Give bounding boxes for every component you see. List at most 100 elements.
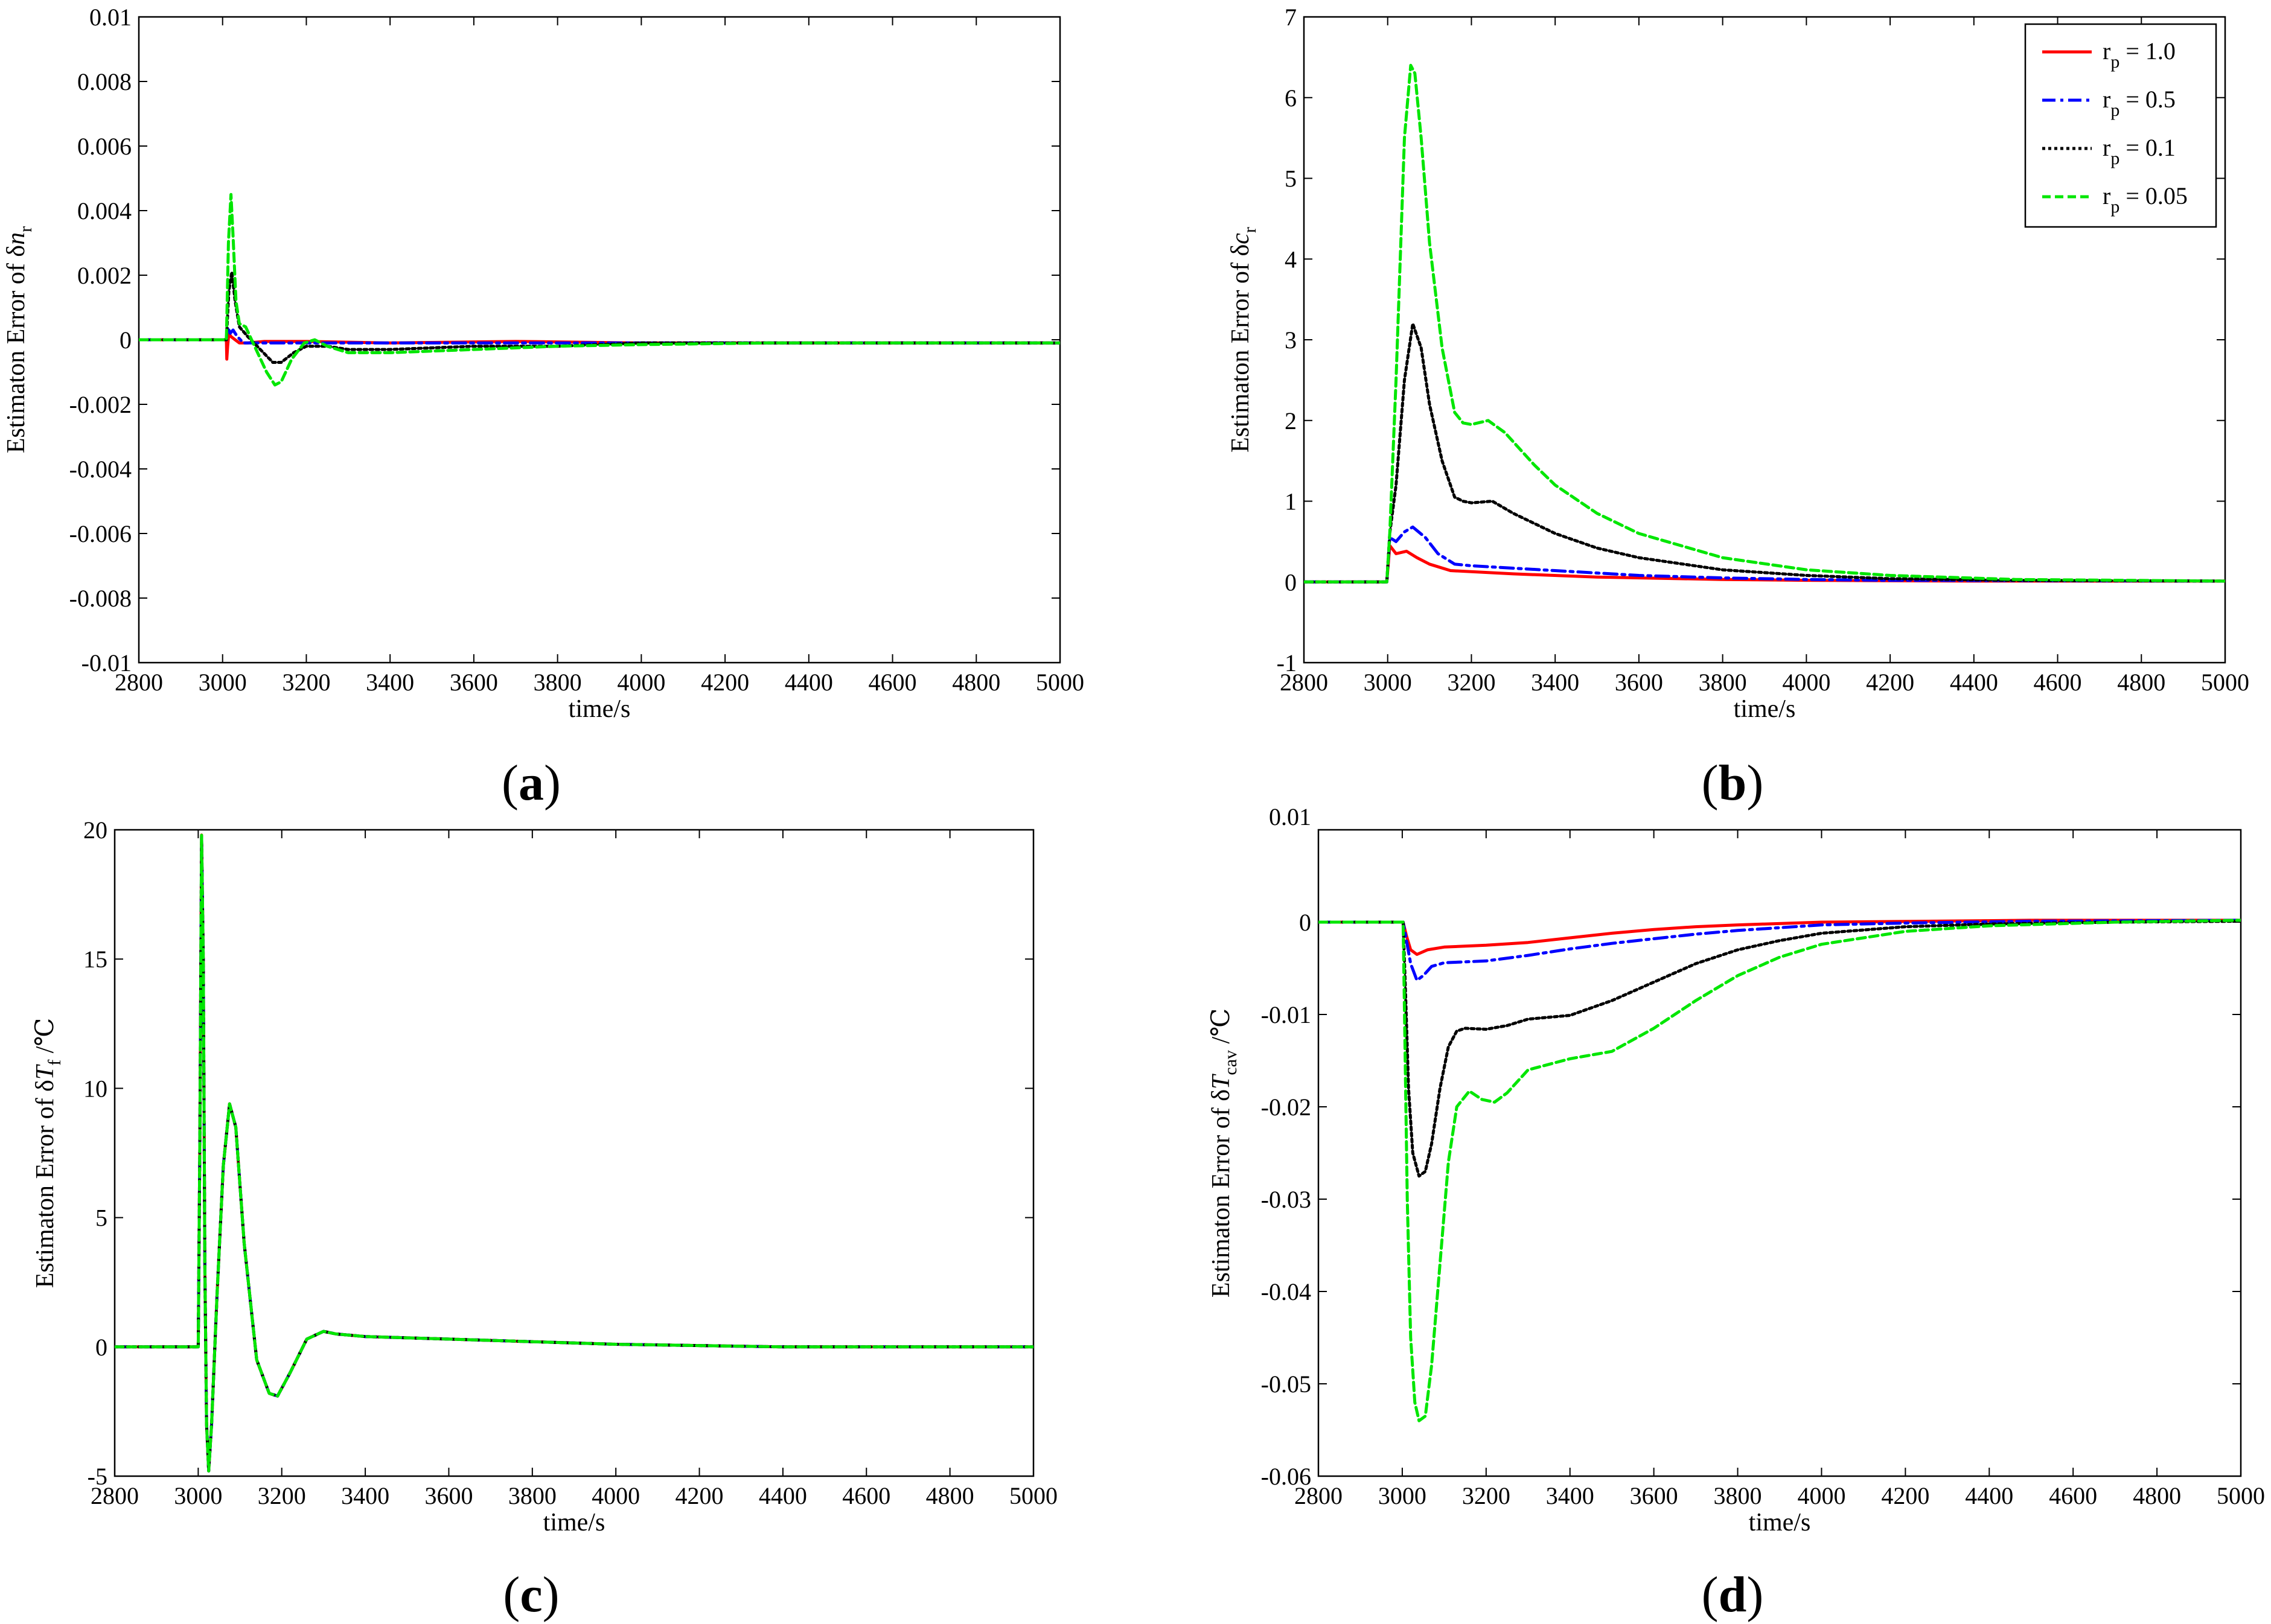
x-axis-label: time/s bbox=[1734, 695, 1796, 723]
series-line-r0-05 bbox=[115, 833, 1033, 1473]
y-label-symbol: n bbox=[2, 232, 30, 245]
series-line-r0-1 bbox=[1304, 322, 2225, 584]
series-group bbox=[139, 193, 1060, 387]
x-tick-label: 4200 bbox=[676, 1482, 724, 1509]
series-line-r0-05 bbox=[1318, 919, 2241, 1422]
y-tick-label: -0.06 bbox=[1261, 1463, 1311, 1490]
legend-label: rp = 1.0 bbox=[2103, 37, 2176, 72]
y-tick-label: 10 bbox=[83, 1075, 107, 1102]
legend-box bbox=[2024, 23, 2217, 228]
legend-label: rp = 0.5 bbox=[2103, 86, 2176, 120]
y-tick-label: 1 bbox=[1285, 488, 1297, 515]
x-tick-label: 3200 bbox=[1462, 1482, 1510, 1509]
legend-label-sub: p bbox=[2110, 197, 2119, 217]
legend-label-sub: p bbox=[2110, 52, 2119, 72]
x-tick-label: 4800 bbox=[2117, 669, 2165, 696]
series-line-r0-05 bbox=[139, 193, 1060, 387]
y-tick-label: 0 bbox=[1285, 568, 1297, 596]
y-axis-label: Estimaton Error of δnr bbox=[2, 226, 36, 453]
series-group bbox=[1318, 919, 2241, 1422]
legend-label-sub: p bbox=[2110, 148, 2119, 168]
y-label-subscript: r bbox=[16, 226, 36, 232]
x-tick-label: 3600 bbox=[424, 1482, 473, 1509]
plot-area-d bbox=[1317, 829, 2242, 1477]
x-tick-label: 2800 bbox=[91, 1482, 139, 1509]
y-tick-label: -0.01 bbox=[1261, 1001, 1311, 1028]
x-tick-label: 5000 bbox=[1009, 1482, 1058, 1509]
x-tick-label: 3600 bbox=[450, 669, 498, 696]
legend-label: rp = 0.05 bbox=[2103, 182, 2188, 217]
x-tick-label: 2800 bbox=[1280, 669, 1328, 696]
y-label-subscript: f bbox=[45, 1060, 65, 1066]
x-tick-label: 5000 bbox=[2201, 669, 2249, 696]
y-tick-label: 6 bbox=[1285, 84, 1297, 112]
x-axis-label: time/s bbox=[543, 1509, 605, 1536]
y-tick-label: 0 bbox=[95, 1334, 107, 1361]
y-label-unit: /℃ bbox=[31, 1018, 59, 1060]
y-label-symbol: c bbox=[1227, 233, 1254, 244]
x-tick-label: 4400 bbox=[785, 669, 833, 696]
x-axis-label: time/s bbox=[569, 695, 631, 723]
x-tick-label: 2800 bbox=[1294, 1482, 1343, 1509]
x-tick-label: 3400 bbox=[341, 1482, 389, 1509]
y-tick-label: 0.008 bbox=[77, 68, 132, 95]
caption-letter: b bbox=[1719, 755, 1747, 811]
caption-open: ( bbox=[502, 755, 519, 811]
x-tick-label: 5000 bbox=[2217, 1482, 2265, 1509]
x-tick-label: 4800 bbox=[926, 1482, 974, 1509]
legend-label-value: = 1.0 bbox=[2119, 37, 2176, 65]
y-tick-label: -0.002 bbox=[69, 391, 132, 418]
y-tick-label: 0.006 bbox=[77, 133, 132, 160]
panel-caption-a: (a) bbox=[502, 755, 561, 811]
x-tick-label: 3200 bbox=[282, 669, 330, 696]
x-tick-label: 3400 bbox=[1531, 669, 1579, 696]
x-tick-label: 3600 bbox=[1630, 1482, 1678, 1509]
caption-close: ) bbox=[543, 1567, 560, 1623]
caption-close: ) bbox=[544, 755, 561, 811]
series-line-r0-1 bbox=[1318, 920, 2241, 1178]
series-group bbox=[1304, 63, 2225, 584]
y-axis-label: Estimaton Error of δTf /℃ bbox=[31, 1018, 65, 1288]
x-tick-label: 3800 bbox=[1699, 669, 1747, 696]
x-tick-label: 3000 bbox=[174, 1482, 222, 1509]
legend-label-value: = 0.05 bbox=[2119, 182, 2188, 209]
x-axis-label: time/s bbox=[1749, 1509, 1811, 1536]
y-tick-label: -0.05 bbox=[1261, 1371, 1311, 1398]
x-tick-label: 3600 bbox=[1615, 669, 1663, 696]
x-tick-label: 3000 bbox=[1378, 1482, 1426, 1509]
series-line-r0-5 bbox=[1304, 525, 2225, 584]
x-tick-label: 3400 bbox=[366, 669, 414, 696]
y-tick-label: -0.004 bbox=[69, 456, 132, 483]
y-tick-label: -0.03 bbox=[1261, 1186, 1311, 1213]
legend: rp = 1.0rp = 0.5rp = 0.1rp = 0.05 bbox=[2024, 23, 2217, 228]
y-label-prefix: Estimaton Error of δ bbox=[2, 245, 30, 453]
x-tick-label: 4600 bbox=[2049, 1482, 2097, 1509]
y-tick-label: -1 bbox=[1277, 649, 1297, 677]
x-tick-label: 4600 bbox=[869, 669, 917, 696]
y-tick-label: 5 bbox=[95, 1205, 107, 1232]
y-axis-label: Estimaton Error of δTcav /℃ bbox=[1207, 1008, 1241, 1298]
plot-area-c bbox=[113, 829, 1035, 1477]
series-line-r0-5 bbox=[139, 325, 1060, 345]
panel-caption-d: (d) bbox=[1702, 1567, 1764, 1623]
panel-b: 2800 3000 3200 3400 3600 3800 4000 4200 4400 4600… bbox=[1227, 4, 2249, 811]
x-tick-label: 4600 bbox=[2034, 669, 2082, 696]
y-tick-label: 0.004 bbox=[77, 197, 132, 224]
legend-label: rp = 0.1 bbox=[2103, 134, 2176, 168]
panel-a: 2800 3000 3200 3400 3600 3800 4000 4200 4400 4600… bbox=[2, 4, 1084, 811]
y-tick-label: 4 bbox=[1285, 246, 1297, 273]
caption-open: ( bbox=[1702, 1567, 1719, 1623]
x-tick-label: 3000 bbox=[199, 669, 247, 696]
y-tick-label: -0.04 bbox=[1261, 1278, 1311, 1305]
x-tick-label: 3000 bbox=[1364, 669, 1412, 696]
series-line-r1-0 bbox=[1318, 919, 2241, 956]
x-tick-label: 4800 bbox=[952, 669, 1000, 696]
panel-caption-c: (c) bbox=[503, 1567, 559, 1623]
y-tick-label: -0.008 bbox=[69, 585, 132, 612]
legend-label-base: r bbox=[2103, 86, 2110, 113]
x-tick-label: 3400 bbox=[1546, 1482, 1594, 1509]
y-tick-label: -0.01 bbox=[81, 649, 132, 677]
caption-open: ( bbox=[1702, 755, 1719, 811]
x-tick-label: 3800 bbox=[534, 669, 582, 696]
